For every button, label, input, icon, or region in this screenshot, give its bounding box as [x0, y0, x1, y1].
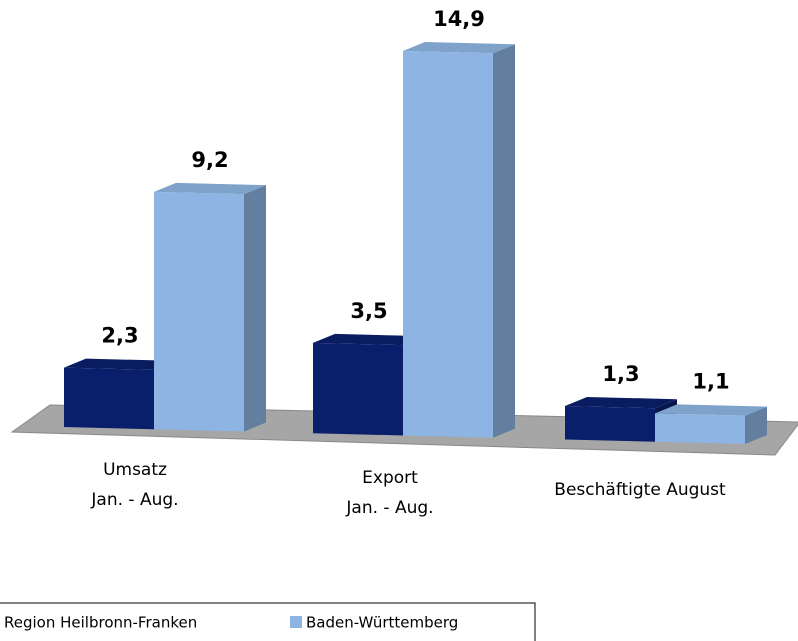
- x-tick-label: Beschäftigte August: [554, 480, 726, 500]
- value-label: 3,5: [350, 299, 387, 323]
- bar-face: [313, 342, 403, 436]
- bar-face: [565, 396, 677, 409]
- x-tick-label: Export: [362, 468, 418, 488]
- legend-box: [0, 602, 536, 641]
- value-label: 9,2: [191, 148, 228, 172]
- bar-face: [244, 185, 266, 432]
- bar-face: [403, 42, 515, 54]
- x-tick-label: Umsatz: [103, 460, 167, 480]
- value-label: 1,1: [692, 369, 729, 393]
- bar-face: [745, 406, 767, 445]
- bar-face: [64, 358, 176, 370]
- value-label: 14,9: [433, 7, 485, 31]
- legend-label: Region Heilbronn-Franken: [4, 614, 197, 632]
- bar-face: [493, 44, 515, 438]
- bar-face: [313, 333, 425, 346]
- bar-face: [403, 51, 493, 438]
- bar-face: [154, 191, 244, 432]
- legend-label: Baden-Württemberg: [306, 614, 458, 632]
- bar-face: [565, 405, 655, 442]
- value-label: 2,3: [101, 324, 138, 348]
- x-tick-label: Jan. - Aug.: [90, 490, 178, 510]
- bar-face: [655, 404, 767, 416]
- bar: [154, 182, 266, 432]
- bar-face: [655, 413, 745, 445]
- bar: [655, 404, 767, 445]
- bar: [403, 42, 515, 438]
- x-tick-label: Jan. - Aug.: [345, 498, 433, 518]
- bar-face: [64, 367, 154, 430]
- bar-face: [154, 182, 266, 195]
- value-label: 1,3: [602, 362, 639, 386]
- legend-swatch: [290, 616, 302, 628]
